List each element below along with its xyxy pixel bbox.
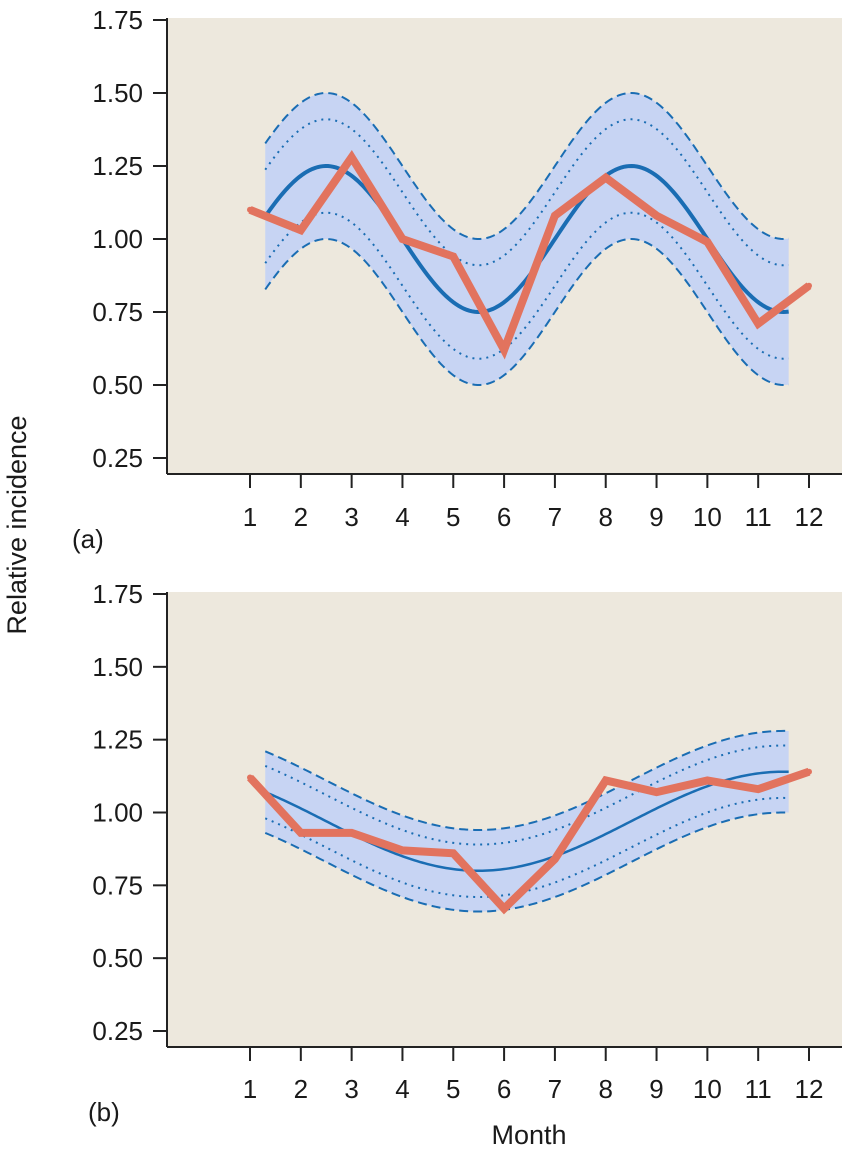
panel-a-confidence-band	[265, 93, 789, 385]
panel-a-y-tick-label: 1.50	[92, 78, 143, 108]
panel-b-observed-point-6	[501, 905, 508, 912]
panel-a-observed-point-4	[399, 236, 406, 242]
panel-b-x-tick-label: 7	[548, 1074, 562, 1104]
panel-a-observed-line	[248, 149, 812, 360]
panel-b-observed-point-8	[602, 777, 609, 784]
y-axis-title: Relative incidence	[2, 415, 32, 634]
panel-b-confidence-band	[265, 730, 789, 912]
panel-a-y-tick-label: 1.00	[92, 224, 143, 254]
panel-b-x-tick-label: 8	[598, 1074, 612, 1104]
panel-a-observed-point-9	[653, 212, 660, 219]
panel-b-y-tick-label: 0.25	[92, 1016, 143, 1046]
panel-a-upper-inner-limit	[264, 118, 789, 267]
panel-a-x-tick-label: 4	[395, 502, 409, 532]
panel-b-label: (b)	[88, 1097, 120, 1127]
panel-a-y-tick-label: 1.75	[92, 5, 143, 35]
panel-a-observed-point-1	[247, 206, 253, 213]
panel-b-observed-point-9	[653, 789, 660, 796]
panel-a-x-tick-label: 5	[446, 502, 460, 532]
panel-a-y-tick-label: 1.25	[92, 151, 143, 181]
panel-a-x-tick-label: 10	[693, 502, 722, 532]
panel-b-y-tick-label: 1.50	[92, 652, 143, 682]
panel-b-x-tick-label: 9	[649, 1074, 663, 1104]
panel-b-observed-point-11	[755, 786, 762, 793]
panel-b-x-tick-label: 6	[497, 1074, 511, 1104]
panel-a-observed-point-2	[297, 227, 304, 234]
panel-a-x-tick-label: 8	[598, 502, 612, 532]
panel-b-y-tick-label: 0.50	[92, 943, 143, 973]
panel-a-x-tick-label: 6	[497, 502, 511, 532]
panel-a-observed-point-3	[348, 154, 355, 161]
panel-a-x-tick-label: 7	[548, 502, 562, 532]
panel-a-observed-point-11	[755, 320, 762, 327]
panel-b-y-tick-label: 1.25	[92, 725, 143, 755]
panel-b-y-tick-label: 1.00	[92, 798, 143, 828]
panel-b-x-tick-label: 5	[446, 1074, 460, 1104]
panel-b-upper-inner-limit	[264, 744, 789, 846]
panel-b-x-tick-label: 10	[693, 1074, 722, 1104]
panel-b-observed-point-5	[450, 850, 457, 857]
panel-b-observed-point-4	[399, 847, 406, 854]
panel-b-lower-outer-limit	[264, 811, 789, 913]
panel-a-lower-outer-limit	[264, 237, 789, 387]
panel-a-lower-inner-limit	[264, 211, 789, 360]
panel-a-y-tick-label: 0.25	[92, 443, 143, 473]
panel-a-x-tick-label: 1	[243, 502, 257, 532]
panel-a-x-tick-label: 9	[649, 502, 663, 532]
panel-b-x-tick-label: 4	[395, 1074, 409, 1104]
panel-a-observed-point-10	[704, 238, 711, 245]
panel-b-upper-outer-limit	[264, 729, 789, 831]
panel-a-upper-outer-limit	[264, 91, 789, 241]
panel-b-y-tick-label: 0.75	[92, 870, 143, 900]
panel-a-observed-point-6	[501, 346, 508, 353]
panel-a-observed-point-7	[551, 212, 558, 219]
panel-a-y-tick-label: 0.50	[92, 370, 143, 400]
panel-b-observed-point-7	[551, 856, 558, 863]
panel-b-observed-point-3	[348, 829, 355, 836]
panel-b-observed-point-1	[247, 774, 253, 781]
panel-a-x-tick-label: 2	[294, 502, 308, 532]
panel-b-x-tick-label: 12	[795, 1074, 824, 1104]
x-axis-title: Month	[491, 1120, 566, 1150]
panel-a-y-tick-label: 0.75	[92, 297, 143, 327]
panel-b-x-tick-label: 3	[344, 1074, 358, 1104]
panel-b-observed-point-12	[806, 768, 812, 775]
panel-b-x-tick-label: 2	[294, 1074, 308, 1104]
panel-b-observed-point-2	[297, 829, 304, 836]
panel-a-observed-point-5	[450, 253, 457, 260]
panel-a-observed-point-12	[806, 282, 812, 289]
panel-b-observed-point-10	[704, 777, 711, 784]
panel-b-x-tick-label: 11	[745, 1074, 772, 1104]
panel-b-y-tick-label: 1.75	[92, 579, 143, 609]
panel-a-label: (a)	[72, 524, 104, 554]
panel-a-observed-point-8	[602, 174, 609, 181]
panel-a-x-tick-label: 11	[745, 502, 772, 532]
panel-b-x-tick-label: 1	[243, 1074, 257, 1104]
panel-a-x-tick-label: 12	[795, 502, 824, 532]
panel-b-lower-inner-limit	[264, 796, 789, 898]
panel-b-observed-line	[247, 767, 811, 915]
panel-a-x-tick-label: 3	[344, 502, 358, 532]
